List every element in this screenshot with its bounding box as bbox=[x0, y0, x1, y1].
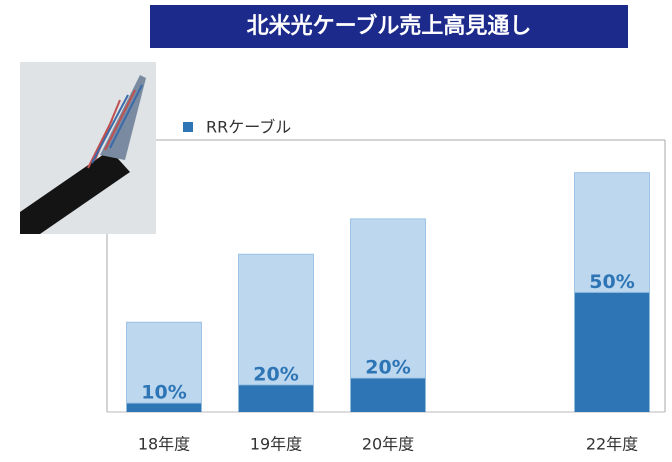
bar-segment bbox=[238, 253, 314, 386]
bar-segment bbox=[574, 292, 650, 412]
bar-segment bbox=[350, 218, 426, 379]
chart-title: 北米光ケーブル売上高見通し bbox=[247, 13, 532, 39]
share-label: 20% bbox=[253, 363, 298, 385]
bar-segment bbox=[574, 172, 650, 293]
share-label: 20% bbox=[365, 357, 410, 379]
cable-photo bbox=[20, 62, 156, 234]
bar-segment bbox=[238, 384, 314, 412]
share-label: 10% bbox=[141, 382, 186, 404]
bar-segment bbox=[350, 378, 426, 412]
x-tick-label: 18年度 bbox=[138, 435, 190, 454]
share-label: 50% bbox=[589, 271, 634, 293]
bar-segment bbox=[126, 403, 202, 412]
x-tick-label: 19年度 bbox=[250, 435, 302, 454]
bar-segment bbox=[126, 321, 202, 404]
x-tick-label: 20年度 bbox=[362, 435, 414, 454]
legend-label: RRケーブル bbox=[206, 118, 291, 137]
legend-swatch bbox=[183, 122, 193, 132]
x-tick-label: 22年度 bbox=[586, 435, 638, 454]
title-box bbox=[150, 5, 628, 48]
